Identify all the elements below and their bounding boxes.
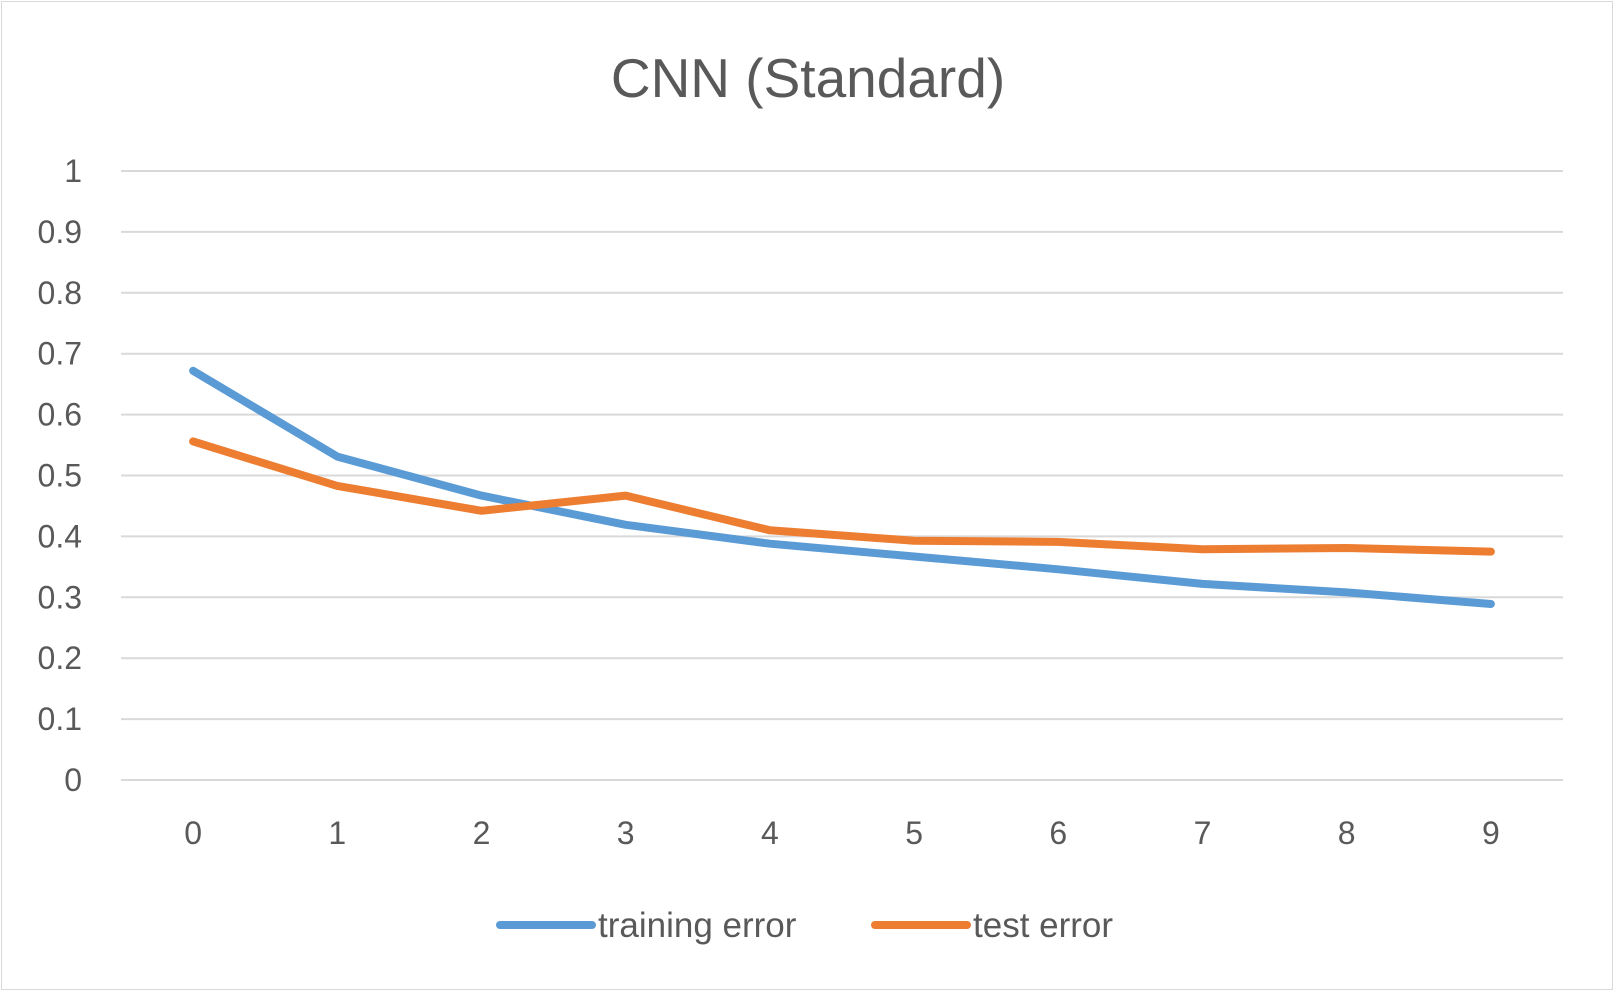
chart-title: CNN (Standard) — [611, 47, 1005, 109]
x-tick-label: 4 — [761, 815, 779, 851]
y-tick-label: 0.6 — [38, 397, 82, 433]
y-tick-label: 0 — [64, 762, 82, 798]
x-axis-tick-labels: 0 1 2 3 4 5 6 7 8 9 — [184, 815, 1500, 851]
y-tick-label: 1 — [64, 153, 82, 189]
legend-label-training-error: training error — [598, 906, 797, 945]
y-tick-label: 0.3 — [38, 579, 82, 615]
y-axis-tick-labels: 0 0.1 0.2 0.3 0.4 0.5 0.6 0.7 0.8 0.9 1 — [38, 153, 82, 798]
x-tick-label: 6 — [1049, 815, 1067, 851]
y-tick-label: 0.2 — [38, 640, 82, 676]
legend-label-test-error: test error — [973, 906, 1113, 945]
gridlines — [121, 170, 1563, 781]
x-tick-label: 3 — [617, 815, 635, 851]
y-tick-label: 0.4 — [38, 518, 82, 554]
y-tick-label: 0.1 — [38, 701, 82, 737]
x-tick-label: 9 — [1482, 815, 1500, 851]
y-tick-label: 0.7 — [38, 336, 82, 372]
series-lines — [189, 366, 1495, 608]
x-tick-label: 5 — [905, 815, 923, 851]
y-tick-label: 0.8 — [38, 275, 82, 311]
x-tick-label: 7 — [1194, 815, 1212, 851]
y-tick-label: 0.5 — [38, 458, 82, 494]
legend: training error test error — [496, 906, 1113, 945]
series-line-training-error — [189, 366, 1495, 608]
series-line-test-error — [189, 437, 1495, 556]
x-tick-label: 8 — [1338, 815, 1356, 851]
y-tick-label: 0.9 — [38, 214, 82, 250]
x-tick-label: 1 — [328, 815, 346, 851]
x-tick-label: 2 — [473, 815, 491, 851]
x-tick-label: 0 — [184, 815, 202, 851]
